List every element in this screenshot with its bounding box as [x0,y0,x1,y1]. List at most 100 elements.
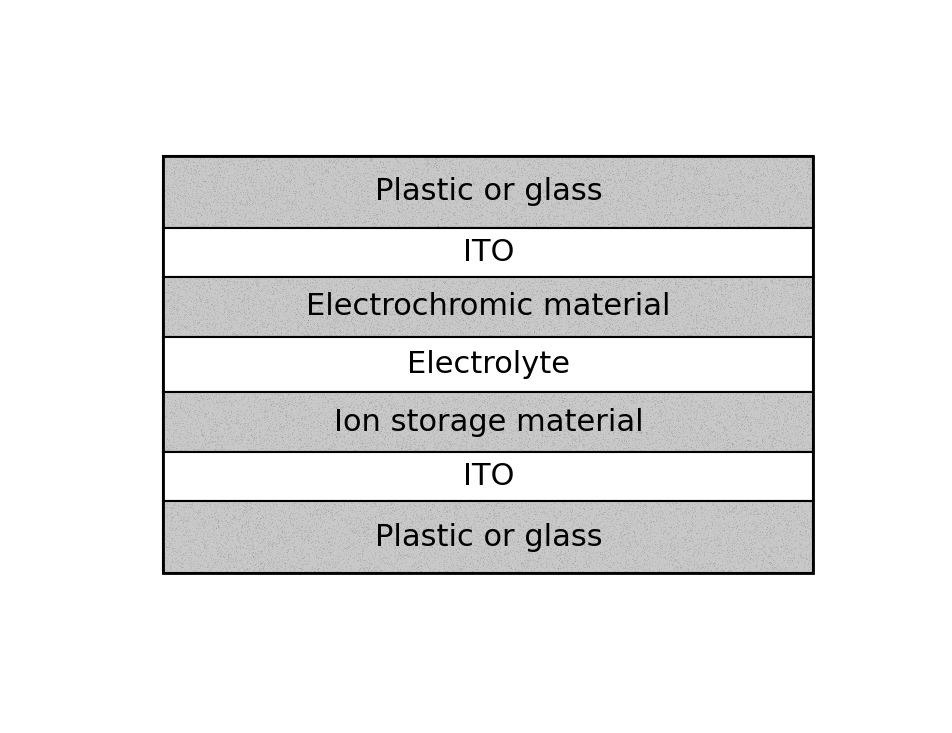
Point [561,418,576,430]
Point [233,526,248,538]
Point [276,556,291,567]
Point [216,422,231,434]
Point [576,173,591,185]
Point [755,517,770,528]
Point [280,396,295,408]
Point [772,561,787,573]
Point [795,323,810,335]
Point [340,432,355,443]
Point [675,404,690,416]
Point [612,326,627,338]
Point [698,419,713,431]
Point [651,412,666,424]
Point [550,218,565,229]
Point [223,513,238,525]
Point [325,157,340,169]
Point [453,276,468,288]
Point [313,497,328,509]
Point [191,421,207,432]
Point [545,210,560,221]
Point [800,425,815,437]
Point [177,320,192,332]
Point [535,552,550,564]
Point [723,281,738,293]
Point [802,189,817,201]
Point [625,524,640,536]
Point [684,520,699,532]
Point [744,545,760,556]
Point [414,508,429,520]
Point [703,157,718,169]
Point [480,303,495,315]
Point [246,201,261,213]
Point [280,388,295,399]
Point [262,174,277,185]
Point [418,213,433,225]
Point [507,552,523,564]
Point [689,281,704,293]
Point [731,196,746,207]
Point [210,185,226,196]
Point [717,504,732,515]
Point [669,548,684,560]
Point [192,564,208,576]
Point [701,175,716,187]
Point [163,299,178,311]
Point [527,518,543,530]
Point [390,160,406,172]
Point [372,536,387,548]
Point [188,288,204,300]
Point [571,536,586,548]
Point [592,530,607,542]
Point [330,422,346,434]
Point [743,419,758,430]
Point [158,190,173,202]
Point [437,402,452,414]
Point [208,506,223,517]
Point [374,295,389,307]
Point [379,517,394,529]
Point [332,328,347,339]
Point [664,535,679,547]
Point [455,516,470,528]
Point [212,181,228,193]
Point [490,311,506,323]
Point [739,172,754,183]
Point [372,423,387,435]
Point [432,515,447,527]
Point [486,422,502,434]
Point [683,212,698,224]
Point [674,531,689,543]
Point [180,435,195,447]
Point [602,279,617,291]
Point [646,526,662,538]
Point [777,391,792,403]
Point [533,433,548,445]
Point [702,301,717,312]
Point [358,402,373,414]
Point [740,511,755,523]
Point [751,509,766,520]
Point [229,498,245,510]
Point [449,416,465,428]
Point [305,200,320,212]
Point [603,186,618,198]
Point [800,413,815,425]
Point [402,275,417,287]
Point [566,512,582,523]
Point [283,441,298,452]
Point [695,206,710,218]
Point [368,185,384,196]
Point [746,416,762,427]
Point [734,152,749,164]
Point [396,196,411,208]
Point [718,430,733,442]
Point [456,519,471,531]
Point [264,184,279,196]
Point [481,299,496,311]
Point [438,172,453,184]
Point [223,517,238,528]
Point [196,312,211,323]
Point [269,427,285,439]
Point [393,198,408,210]
